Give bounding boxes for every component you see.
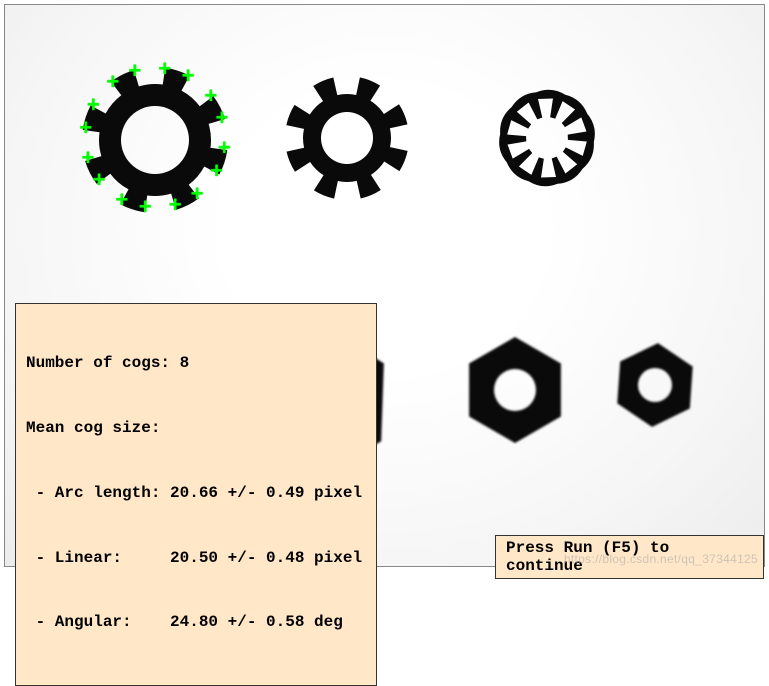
info-mean-label: Mean cog size: [26,418,366,440]
cog-marker-icon: + [106,73,119,95]
cog-marker-icon: + [87,96,100,118]
cog-marker-icon: + [204,87,217,109]
gear-icon [286,77,407,198]
hexagon-icon [617,343,692,427]
info-arc-length: - Arc length: 20.66 +/- 0.49 pixel [26,483,366,505]
info-num-cogs: Number of cogs: 8 [26,353,366,375]
cog-marker-icon: + [115,191,128,213]
measurement-info-box: Number of cogs: 8 Mean cog size: - Arc l… [15,303,377,686]
cog-marker-icon: + [158,60,171,82]
cog-marker-icon: + [191,185,204,207]
info-linear: - Linear: 20.50 +/- 0.48 pixel [26,548,366,570]
gear-icon [499,90,595,187]
cog-marker-icon: + [182,67,195,89]
cog-marker-icon: + [128,62,141,84]
info-angular: - Angular: 24.80 +/- 0.58 deg [26,612,366,634]
cog-marker-icon: + [215,109,228,131]
hexagon-icon [469,337,561,443]
image-canvas: ++++++++++++++++ Number of cogs: 8 Mean … [4,4,765,567]
cog-marker-icon: + [210,162,223,184]
cog-marker-icon: + [92,171,105,193]
cog-marker-icon: + [139,198,152,220]
cog-marker-icon: + [169,196,182,218]
cog-marker-icon: + [81,149,94,171]
cog-marker-icon: + [79,119,92,141]
watermark-text: https://blog.csdn.net/qq_37344125 [564,552,758,566]
cog-marker-icon: + [218,139,231,161]
